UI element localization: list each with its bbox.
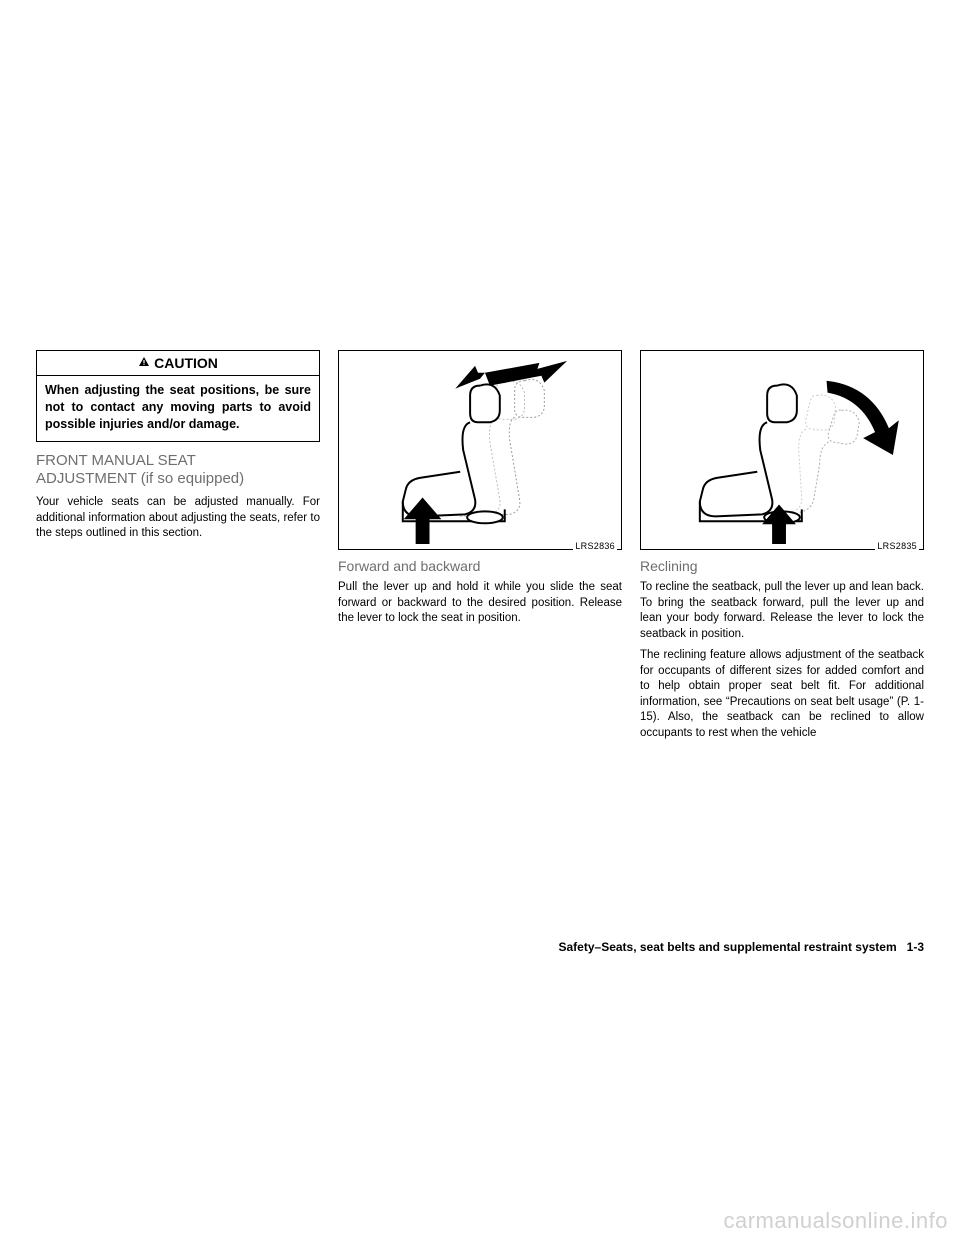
- content-columns: CAUTION When adjusting the seat position…: [36, 350, 924, 741]
- footer-page: 1-3: [907, 940, 924, 954]
- subheading-reclining: Reclining: [640, 558, 924, 574]
- manual-page: CAUTION When adjusting the seat position…: [0, 0, 960, 1242]
- section-title-line1: FRONT MANUAL SEAT: [36, 452, 320, 471]
- caution-header: CAUTION: [37, 351, 319, 376]
- seat-slide-icon: [339, 351, 621, 549]
- column-2: LRS2836 Forward and backward Pull the le…: [338, 350, 622, 741]
- caution-label: CAUTION: [154, 355, 218, 371]
- watermark: carmanualsonline.info: [723, 1208, 948, 1234]
- column-1: CAUTION When adjusting the seat position…: [36, 350, 320, 741]
- warning-icon: [138, 355, 150, 371]
- col1-body: Your vehicle seats can be adjusted manua…: [36, 495, 320, 542]
- figure-reclining: LRS2835: [640, 350, 924, 550]
- figure-forward-backward: LRS2836: [338, 350, 622, 550]
- section-title-line2: ADJUSTMENT (if so equipped): [36, 470, 320, 489]
- column-3: LRS2835 Reclining To recline the seatbac…: [640, 350, 924, 741]
- col2-body: Pull the lever up and hold it while you …: [338, 580, 622, 627]
- footer-section: Safety–Seats, seat belts and supplementa…: [559, 940, 897, 954]
- col3-body1: To recline the seatback, pull the lever …: [640, 580, 924, 642]
- figure-code: LRS2835: [875, 541, 919, 551]
- subheading-forward: Forward and backward: [338, 558, 622, 574]
- page-footer: Safety–Seats, seat belts and supplementa…: [559, 940, 925, 954]
- seat-recline-icon: [641, 351, 923, 549]
- col3-body2: The reclining feature allows adjustment …: [640, 648, 924, 741]
- caution-box: CAUTION When adjusting the seat position…: [36, 350, 320, 442]
- caution-text: When adjusting the seat positions, be su…: [37, 376, 319, 441]
- figure-code: LRS2836: [573, 541, 617, 551]
